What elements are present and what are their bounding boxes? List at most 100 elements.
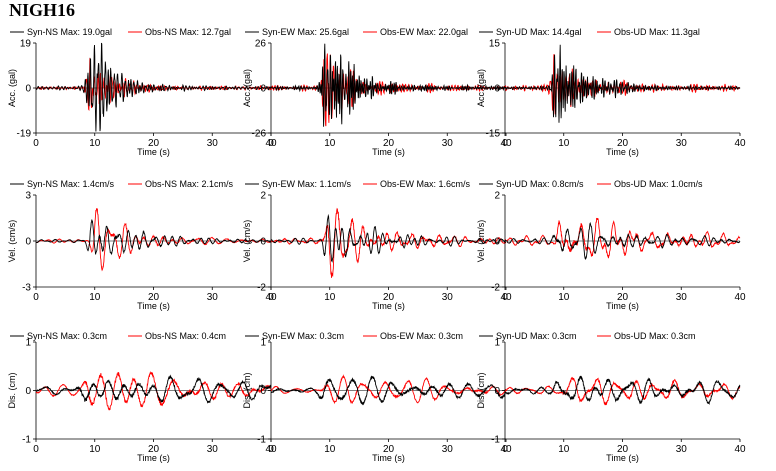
y-tick-label: 19 [20,39,32,50]
series-line-syn-ns [35,374,272,404]
legend-entry: Syn-EW Max: 25.6gal [262,27,349,37]
legend-entry: Obs-EW Max: 1.6cm/s [380,179,471,189]
series-line-syn-ns [35,219,271,256]
y-axis-label: Acc. (gal) [242,69,252,107]
x-tick-label: 40 [500,444,512,455]
y-tick-label: -1 [257,435,266,446]
y-axis-label: Acc. (gal) [476,69,486,107]
series-line-syn-ns [35,42,272,132]
series-line-syn-ew [270,43,507,127]
x-tick-label: 30 [207,444,219,455]
y-axis-label: Vel. (cm/s) [7,220,17,263]
x-axis-label: Time (s) [606,453,639,463]
x-tick-label: 40 [734,444,746,455]
legend-entry: Syn-UD Max: 0.8cm/s [496,179,584,189]
x-tick-label: 40 [734,138,746,149]
series-line-syn-ud [504,44,741,123]
y-tick-label: 1 [260,338,266,349]
station-title: NIGH16 [9,0,76,20]
legend-entry: Syn-UD Max: 0.3cm [496,331,577,341]
x-axis-label: Time (s) [606,301,639,311]
chart-1-0: Syn-NS Max: 1.4cm/s Obs-NS Max: 2.1cm/s -3… [7,179,277,311]
x-tick-label: 40 [500,138,512,149]
x-tick-label: 20 [383,444,395,455]
x-tick-label: 10 [558,444,570,455]
x-tick-label: 30 [207,292,219,303]
y-tick-label: -3 [22,283,31,294]
x-tick-label: 0 [268,444,274,455]
x-tick-label: 20 [383,292,395,303]
y-tick-label: 0 [494,237,500,248]
x-tick-label: 10 [89,292,101,303]
x-axis-label: Time (s) [137,301,170,311]
x-tick-label: 10 [558,138,570,149]
y-tick-label: 0 [260,84,266,95]
y-tick-label: 1 [25,338,31,349]
y-tick-label: -2 [491,283,500,294]
x-tick-label: 10 [89,138,101,149]
series-line-obs-ud [504,54,740,115]
y-tick-label: 0 [494,84,500,95]
legend-entry: Syn-NS Max: 19.0gal [27,27,112,37]
legend-entry: Syn-UD Max: 14.4gal [496,27,582,37]
x-tick-label: 20 [148,292,160,303]
series-line-syn-ud [504,375,741,406]
y-tick-label: 3 [25,191,31,202]
legend-entry: Obs-NS Max: 12.7gal [145,27,231,37]
x-tick-label: 40 [734,292,746,303]
y-axis-label: Vel. (cm/s) [242,220,252,263]
x-tick-label: 0 [502,138,508,149]
y-tick-label: -26 [252,129,267,140]
x-tick-label: 20 [148,444,160,455]
y-axis-label: Acc. (gal) [7,69,17,107]
legend-entry: Obs-EW Max: 22.0gal [380,27,468,37]
y-tick-label: 15 [489,39,501,50]
legend-entry: Obs-EW Max: 0.3cm [380,331,463,341]
chart-1-2: Syn-UD Max: 0.8cm/s Obs-UD Max: 1.0cm/s -2… [476,179,746,311]
x-tick-label: 30 [207,138,219,149]
legend-entry: Syn-EW Max: 1.1cm/s [262,179,352,189]
chart-2-2: Syn-UD Max: 0.3cm Obs-UD Max: 0.3cm -10 10 1… [476,331,746,463]
x-tick-label: 20 [617,292,629,303]
x-tick-label: 0 [33,444,39,455]
y-tick-label: -15 [486,129,501,140]
x-axis-label: Time (s) [606,147,639,157]
x-tick-label: 0 [268,292,274,303]
x-tick-label: 0 [33,292,39,303]
y-axis-label: Vel. (cm/s) [476,220,486,263]
x-axis-label: Time (s) [372,301,405,311]
x-tick-label: 10 [558,292,570,303]
x-tick-label: 0 [502,444,508,455]
y-tick-label: 0 [25,386,31,397]
legend-entry: Obs-UD Max: 11.3gal [614,27,700,37]
x-tick-label: 0 [502,292,508,303]
chart-0-0: Syn-NS Max: 19.0gal Obs-NS Max: 12.7gal -1… [7,27,277,157]
y-tick-label: 2 [260,191,266,202]
y-tick-label: 26 [255,39,267,50]
chart-0-1: Syn-EW Max: 25.6gal Obs-EW Max: 22.0gal -2… [242,27,512,157]
y-axis-label: Dis. (cm) [7,373,17,409]
x-tick-label: 40 [500,292,512,303]
x-tick-label: 40 [265,292,277,303]
x-tick-label: 30 [676,292,688,303]
y-tick-label: -1 [491,435,500,446]
x-tick-label: 20 [383,138,395,149]
legend-entry: Obs-UD Max: 0.3cm [614,331,696,341]
chart-0-2: Syn-UD Max: 14.4gal Obs-UD Max: 11.3gal -1… [476,27,746,157]
x-axis-label: Time (s) [372,147,405,157]
series-line-obs-ns [35,57,272,112]
y-tick-label: 1 [494,338,500,349]
series-line-syn-ud [504,221,741,260]
chart-1-1: Syn-EW Max: 1.1cm/s Obs-EW Max: 1.6cm/s -2… [242,179,512,311]
series-line-syn-ew [270,375,507,406]
x-axis-label: Time (s) [372,453,405,463]
x-tick-label: 40 [265,138,277,149]
legend-entry: Syn-EW Max: 0.3cm [262,331,344,341]
legend-entry: Syn-NS Max: 1.4cm/s [27,179,115,189]
x-tick-label: 40 [265,444,277,455]
x-tick-label: 30 [676,444,688,455]
y-tick-label: -19 [17,129,32,140]
